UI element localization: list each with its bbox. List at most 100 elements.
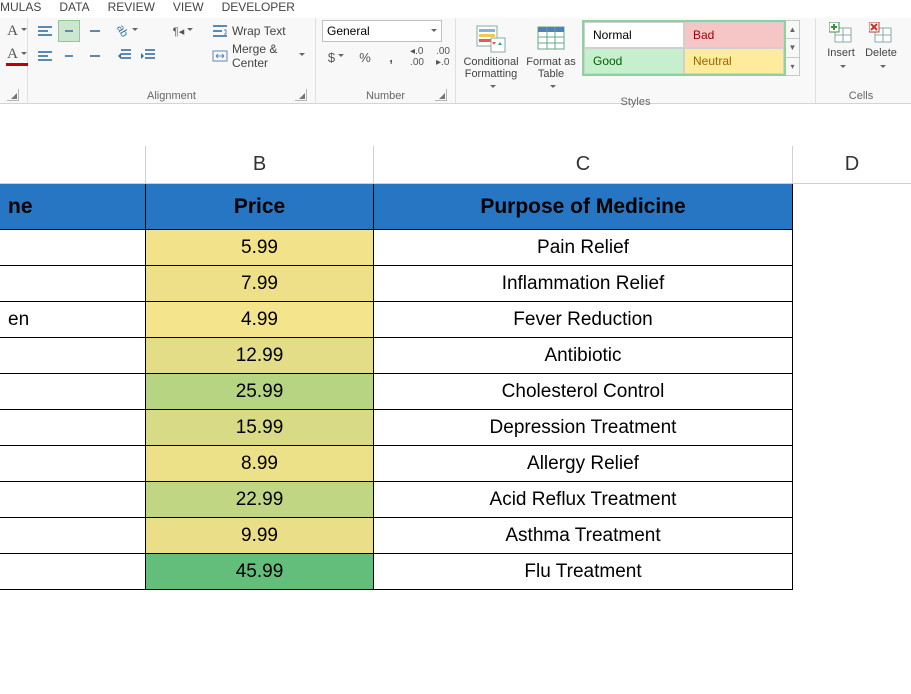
decrease-indent-button[interactable] [112,45,134,67]
delete-button[interactable]: Delete [862,20,900,74]
cell-d[interactable] [793,518,911,554]
cell-price[interactable]: 7.99 [146,266,374,302]
cell-name[interactable] [0,410,146,446]
gallery-up-icon[interactable]: ▲ [786,21,799,39]
tab-data[interactable]: DATA [59,0,89,14]
table-row: 12.99Antibiotic [0,338,911,374]
gallery-down-icon[interactable]: ▼ [786,39,799,57]
insert-icon [829,22,853,44]
table-row: 7.99Inflammation Relief [0,266,911,302]
cell-price[interactable]: 9.99 [146,518,374,554]
font-color-button[interactable]: A [6,46,28,66]
format-as-table-button[interactable]: Format as Table [522,20,580,94]
worksheet[interactable]: ne Price Purpose of Medicine 5.99Pain Re… [0,184,911,590]
cell-d[interactable] [793,184,911,230]
cell-d[interactable] [793,446,911,482]
cell-purpose[interactable]: Inflammation Relief [374,266,793,302]
cell-name[interactable] [0,266,146,302]
conditional-formatting-button[interactable]: Conditional Formatting [462,20,520,94]
cell-purpose[interactable]: Depression Treatment [374,410,793,446]
cell-name[interactable] [0,446,146,482]
cell-d[interactable] [793,230,911,266]
gallery-scroll[interactable]: ▲ ▼ ▾ [786,20,800,76]
orientation-button[interactable]: ab [112,20,142,42]
delete-label: Delete [865,47,897,59]
header-price[interactable]: Price [146,184,374,230]
style-normal[interactable]: Normal [584,22,684,48]
cell-purpose[interactable]: Asthma Treatment [374,518,793,554]
cell-purpose[interactable]: Acid Reflux Treatment [374,482,793,518]
style-bad[interactable]: Bad [684,22,784,48]
cell-purpose[interactable]: Cholesterol Control [374,374,793,410]
gallery-more-icon[interactable]: ▾ [786,58,799,75]
cell-d[interactable] [793,482,911,518]
insert-label: Insert [827,47,855,59]
header-purpose[interactable]: Purpose of Medicine [374,184,793,230]
tab-formulas[interactable]: MULAS [0,0,41,14]
font-dialog-launcher[interactable] [7,89,19,101]
cell-d[interactable] [793,410,911,446]
cell-purpose[interactable]: Fever Reduction [374,302,793,338]
col-header-b[interactable]: B [146,146,374,183]
cell-d[interactable] [793,266,911,302]
comma-button[interactable]: , [380,46,402,68]
cell-d[interactable] [793,374,911,410]
align-top-button[interactable] [34,20,56,42]
cell-d[interactable] [793,338,911,374]
cell-styles-gallery[interactable]: Normal Bad Good Neutral ▲ ▼ ▾ [582,20,800,76]
wrap-text-button[interactable]: Wrap Text [208,20,309,42]
cell-price[interactable]: 5.99 [146,230,374,266]
cell-name[interactable]: en [0,302,146,338]
cell-d[interactable] [793,554,911,590]
cell-price[interactable]: 45.99 [146,554,374,590]
cell-purpose[interactable]: Flu Treatment [374,554,793,590]
cell-purpose[interactable]: Antibiotic [374,338,793,374]
alignment-dialog-launcher[interactable] [295,89,307,101]
merge-center-button[interactable]: Merge & Center [208,45,309,67]
increase-decimal-button[interactable]: ◂.0.00 [406,46,428,68]
cell-price[interactable]: 12.99 [146,338,374,374]
col-header-a[interactable] [0,146,146,183]
text-direction-button[interactable]: ¶◂ [166,20,200,42]
cell-d[interactable] [793,302,911,338]
align-center-button[interactable] [58,45,80,67]
align-left-button[interactable] [34,45,56,67]
cells-label-text: Cells [849,90,873,102]
number-format-dropdown[interactable]: General [322,20,442,42]
percent-button[interactable]: % [354,46,376,68]
cell-name[interactable] [0,554,146,590]
cell-purpose[interactable]: Pain Relief [374,230,793,266]
align-bottom-button[interactable] [82,20,104,42]
cell-name[interactable] [0,338,146,374]
chevron-down-icon [837,62,846,74]
cell-name[interactable] [0,482,146,518]
currency-button[interactable]: $ [322,46,350,68]
number-dialog-launcher[interactable] [435,89,447,101]
style-good[interactable]: Good [584,48,684,74]
merge-center-label: Merge & Center [232,42,292,70]
cell-name[interactable] [0,374,146,410]
cell-price[interactable]: 15.99 [146,410,374,446]
cell-purpose[interactable]: Allergy Relief [374,446,793,482]
cell-price[interactable]: 8.99 [146,446,374,482]
align-right-button[interactable] [82,45,104,67]
style-neutral[interactable]: Neutral [684,48,784,74]
cell-price[interactable]: 4.99 [146,302,374,338]
col-header-c[interactable]: C [374,146,793,183]
insert-button[interactable]: Insert [822,20,860,74]
cell-name[interactable] [0,230,146,266]
tab-developer[interactable]: DEVELOPER [222,0,295,14]
cell-price[interactable]: 22.99 [146,482,374,518]
table-row: 5.99Pain Relief [0,230,911,266]
cell-name[interactable] [0,518,146,554]
increase-indent-button[interactable] [136,45,158,67]
cell-price[interactable]: 25.99 [146,374,374,410]
table-row: 15.99Depression Treatment [0,410,911,446]
align-middle-button[interactable] [58,20,80,42]
tab-view[interactable]: VIEW [173,0,204,14]
font-size-grow-button[interactable]: A [6,20,28,42]
col-header-d[interactable]: D [793,146,911,183]
tab-review[interactable]: REVIEW [108,0,155,14]
decrease-decimal-button[interactable]: .00▸.0 [432,46,454,68]
header-name[interactable]: ne [0,184,146,230]
